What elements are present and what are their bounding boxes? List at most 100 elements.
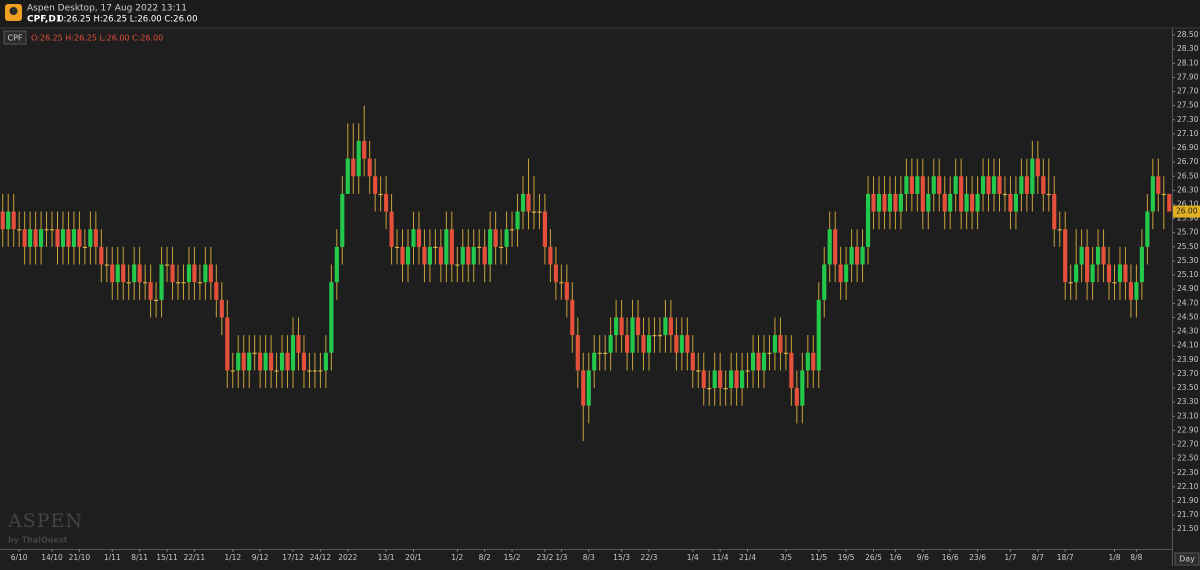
candle-body	[1074, 264, 1079, 283]
y-tick-label: 26.30	[1177, 185, 1199, 194]
candle-body	[22, 229, 27, 247]
x-tick-label: 9/12	[252, 553, 269, 562]
x-tick-label: 18/7	[1057, 553, 1074, 562]
candle-body	[143, 282, 148, 284]
candle-body	[794, 388, 799, 406]
x-tick-label: 13/1	[378, 553, 395, 562]
candle-body	[509, 229, 515, 231]
window-title: Aspen Desktop, 17 Aug 2022 13:11	[27, 4, 187, 14]
symbol-box[interactable]	[3, 30, 27, 45]
candle-body	[493, 229, 498, 247]
candle-body	[750, 352, 756, 371]
y-tick-label: 28.30	[1177, 44, 1199, 53]
candle-body	[296, 335, 301, 353]
candle-body	[82, 246, 87, 249]
candle-body	[865, 193, 871, 247]
candle-body	[241, 352, 246, 371]
x-tick-label: 26/5	[865, 553, 882, 562]
candle-body	[1052, 193, 1057, 230]
candle-body	[1134, 282, 1139, 300]
candle-body	[734, 370, 739, 389]
candle-body	[11, 211, 16, 230]
candle-body	[148, 282, 153, 300]
candle-body	[871, 193, 876, 212]
candle-body	[1013, 193, 1018, 212]
candle-body	[772, 335, 778, 353]
candle-body	[329, 282, 334, 353]
x-tick-label: 8/3	[583, 553, 595, 562]
candle-body	[60, 229, 66, 247]
candle-body	[416, 229, 422, 247]
candle-body	[433, 246, 438, 249]
candle-body	[882, 193, 887, 212]
candle-body	[208, 264, 213, 283]
y-tick-label: 25.70	[1177, 228, 1199, 237]
candle-body	[411, 229, 416, 247]
candle-body	[197, 282, 202, 284]
x-tick-label: 1/6	[889, 553, 901, 562]
candle-body	[778, 335, 783, 353]
candle-body	[838, 264, 843, 283]
y-tick-label: 26.50	[1177, 171, 1199, 180]
candle-body	[334, 246, 339, 283]
candle-body	[592, 352, 597, 371]
candle-body	[236, 352, 241, 371]
x-tick-label: 1/3	[555, 553, 567, 562]
candle-body	[531, 211, 537, 213]
candle-body	[729, 370, 734, 389]
candle-body	[405, 246, 411, 265]
candle-body	[723, 388, 728, 390]
candle-body	[6, 211, 11, 230]
y-tick-label: 23.10	[1177, 411, 1199, 420]
candle-body	[931, 176, 936, 194]
candle-body	[833, 229, 838, 265]
y-tick-label: 23.50	[1177, 383, 1199, 392]
candle-body	[909, 176, 914, 194]
candle-body	[674, 335, 679, 353]
candle-body	[279, 352, 285, 371]
candle-body	[258, 352, 263, 371]
candle-body	[898, 193, 903, 212]
candle-body	[887, 193, 893, 212]
candle-body	[427, 246, 432, 265]
candle-body	[318, 370, 323, 372]
candle-body	[252, 352, 257, 354]
candle-body	[1101, 246, 1106, 265]
candle-body	[1161, 193, 1166, 196]
y-tick-label: 27.90	[1177, 72, 1199, 81]
candle-body	[71, 229, 77, 247]
y-tick-label: 21.50	[1177, 524, 1199, 533]
candle-body	[767, 352, 772, 354]
candle-body	[876, 193, 882, 212]
y-tick-label: 24.10	[1177, 341, 1199, 350]
period-box[interactable]	[1174, 552, 1200, 566]
candle-body	[624, 335, 630, 353]
y-tick-label: 26.70	[1177, 157, 1199, 166]
candle-body	[340, 193, 345, 247]
x-tick-label: 9/6	[917, 553, 929, 562]
candle-body	[444, 229, 449, 265]
candle-body	[1150, 176, 1155, 212]
y-tick-label: 27.70	[1177, 87, 1199, 96]
candle-body	[1035, 158, 1040, 177]
candle-body	[959, 176, 964, 212]
y-tick-label: 24.50	[1177, 312, 1199, 321]
candle-body	[17, 229, 22, 231]
x-tick-label: 1/11	[104, 553, 121, 562]
y-tick-label: 24.30	[1177, 327, 1199, 336]
y-tick-label: 26.10	[1177, 199, 1199, 208]
candle-body	[564, 282, 569, 300]
candle-body	[685, 335, 690, 353]
candle-body	[603, 352, 608, 354]
y-tick-label: 26.90	[1177, 143, 1199, 152]
candle-body	[225, 317, 230, 371]
x-tick-label: 8/8	[1130, 553, 1142, 562]
candle-body	[1090, 264, 1095, 283]
y-tick-label: 23.90	[1177, 355, 1199, 364]
candle-body	[619, 317, 624, 336]
candle-body	[608, 335, 613, 353]
x-tick-label: 22/3	[641, 553, 658, 562]
candle-body	[477, 246, 482, 249]
